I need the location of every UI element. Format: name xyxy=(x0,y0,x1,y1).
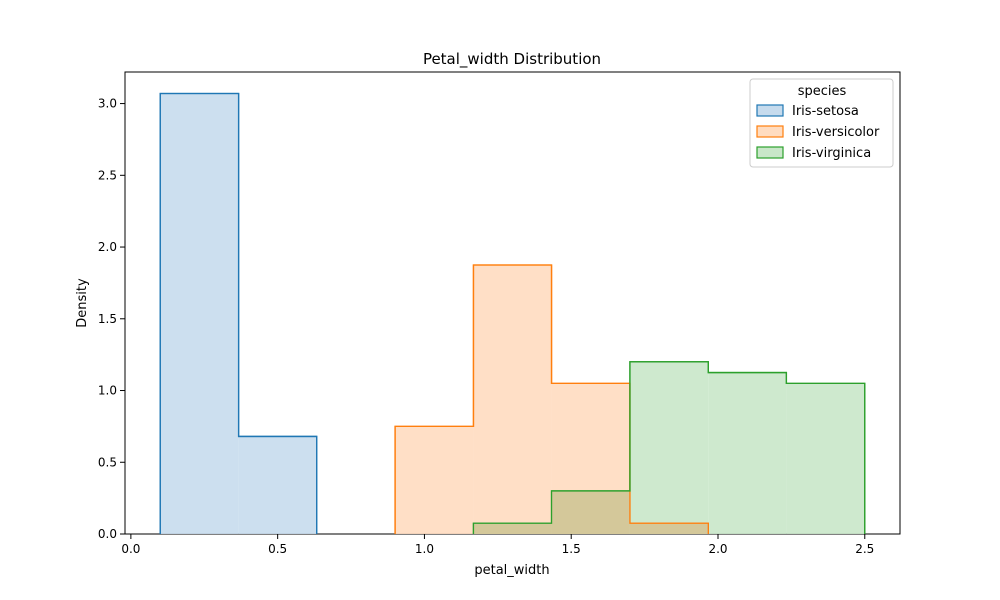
x-tick-label: 2.5 xyxy=(855,542,874,556)
bar-iris-virginica-3 xyxy=(708,372,787,534)
x-axis-label: petal_width xyxy=(474,563,549,578)
step-outline-top-iris-setosa xyxy=(159,92,318,534)
histogram-bars xyxy=(159,92,866,535)
step-outline-top-iris-virginica xyxy=(472,361,866,534)
step-outline-top-iris-versicolor xyxy=(394,264,709,534)
y-tick-label: 3.0 xyxy=(98,97,117,111)
legend-label-iris-setosa: Iris-setosa xyxy=(792,104,859,119)
legend-box xyxy=(749,78,894,168)
x-tick-label: 2.0 xyxy=(708,542,727,556)
y-axis: 0.0 0.5 1.0 1.5 2.0 2.5 3.0 xyxy=(98,97,125,541)
x-tick-label: 1.5 xyxy=(562,542,581,556)
overlap-region-0 xyxy=(473,523,552,534)
y-tick-label: 1.5 xyxy=(98,312,117,326)
legend: species Iris-setosa Iris-versicolor Iris-v… xyxy=(749,78,894,168)
overlap-region-2 xyxy=(629,523,709,534)
plot-area xyxy=(124,71,901,535)
legend-swatch-iris-versicolor xyxy=(756,125,784,138)
legend-swatch-iris-virginica xyxy=(756,146,784,159)
x-axis: 0.0 0.5 1.0 1.5 2.0 2.5 xyxy=(121,534,874,556)
bar-iris-versicolor-1 xyxy=(473,264,552,534)
legend-title: species xyxy=(798,84,847,99)
overlap-region-1 xyxy=(551,490,630,534)
y-tick-label: 2.0 xyxy=(98,240,117,254)
legend-items: Iris-setosa Iris-versicolor Iris-virginica xyxy=(756,104,880,161)
bar-iris-setosa-1 xyxy=(238,436,317,534)
bar-iris-virginica-4 xyxy=(786,383,865,534)
bar-iris-versicolor-0 xyxy=(395,426,474,534)
y-axis-label: Density xyxy=(75,278,90,328)
chart-title: Petal_width Distribution xyxy=(423,50,601,69)
legend-label-iris-versicolor: Iris-versicolor xyxy=(792,125,880,140)
legend-label-iris-virginica: Iris-virginica xyxy=(792,146,871,161)
y-tick-label: 0.5 xyxy=(98,455,117,469)
y-tick-label: 0.0 xyxy=(98,527,117,541)
y-tick-label: 2.5 xyxy=(98,168,117,182)
x-tick-label: 1.0 xyxy=(415,542,434,556)
y-tick-label: 1.0 xyxy=(98,384,117,398)
bar-iris-setosa-0 xyxy=(160,93,239,535)
bar-iris-virginica-2 xyxy=(629,361,709,534)
x-tick-label: 0.5 xyxy=(268,542,287,556)
legend-swatch-iris-setosa xyxy=(756,104,784,117)
x-tick-label: 0.0 xyxy=(121,542,140,556)
